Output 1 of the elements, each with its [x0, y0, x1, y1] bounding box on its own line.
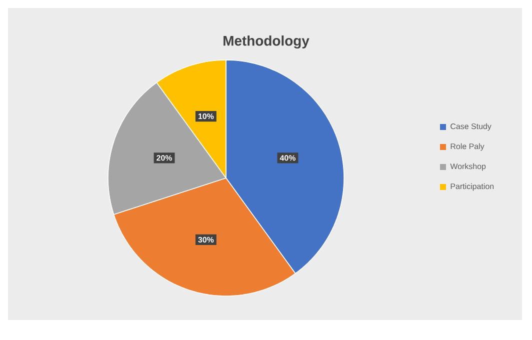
chart-title: Methodology — [224, 35, 310, 49]
